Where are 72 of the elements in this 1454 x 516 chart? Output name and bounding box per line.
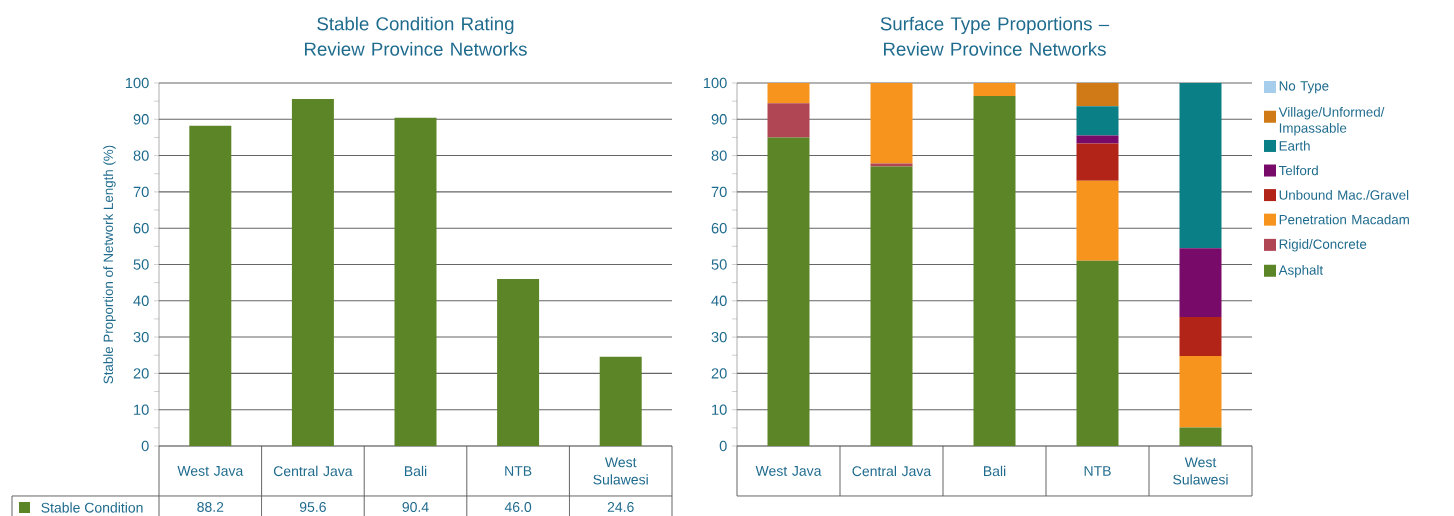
legend-label: Penetration Macadam bbox=[1279, 214, 1409, 225]
x-tick-label: Bali bbox=[404, 465, 427, 477]
x-tick-label: West Sulawesi bbox=[593, 457, 648, 485]
data-label: 88.2 bbox=[197, 502, 224, 512]
legend-label: Earth bbox=[1279, 140, 1310, 151]
bar bbox=[973, 96, 1016, 446]
data-label: 24.6 bbox=[607, 502, 634, 512]
y-tick-label: 20 bbox=[711, 368, 727, 379]
bar bbox=[394, 117, 437, 446]
bar bbox=[1076, 106, 1119, 136]
legend-label: Telford bbox=[1278, 165, 1318, 176]
data-label: 90.4 bbox=[402, 502, 429, 512]
bar bbox=[767, 103, 810, 138]
x-tick-label: West Java bbox=[177, 466, 244, 476]
legend-label: Stable Condition bbox=[41, 502, 143, 513]
bar bbox=[870, 166, 913, 446]
x-tick-label: Central Java bbox=[273, 465, 353, 477]
y-tick-label: 0 bbox=[141, 440, 149, 452]
bar bbox=[599, 356, 642, 446]
bar bbox=[189, 125, 232, 446]
legend-label: Rigid/Concrete bbox=[1279, 239, 1367, 252]
y-tick-label: 80 bbox=[133, 150, 149, 161]
y-tick-label: 10 bbox=[712, 404, 727, 415]
bar bbox=[291, 98, 334, 446]
bar bbox=[1076, 135, 1119, 144]
x-tick-label: West Sulawesi bbox=[1173, 457, 1228, 485]
y-tick-label: 70 bbox=[711, 186, 727, 198]
bar bbox=[1076, 143, 1119, 181]
x-tick-label: NTB bbox=[505, 466, 532, 476]
y-tick-label: 30 bbox=[711, 331, 727, 343]
bar bbox=[973, 82, 1016, 97]
x-tick-label: Central Java bbox=[852, 465, 932, 477]
bar bbox=[1179, 82, 1222, 249]
bar bbox=[870, 82, 913, 164]
x-tick-label: Bali bbox=[983, 465, 1006, 477]
y-tick-label: 100 bbox=[125, 77, 149, 89]
legend-label: Village/Unformed/ Impassable bbox=[1278, 106, 1385, 136]
x-tick-label: NTB bbox=[1084, 466, 1111, 476]
legend-label: Unbound Mac./Gravel bbox=[1279, 189, 1409, 200]
data-label: 95.6 bbox=[299, 502, 326, 512]
y-tick-label: 70 bbox=[133, 186, 149, 198]
y-tick-label: 20 bbox=[133, 368, 149, 379]
y-tick-label: 100 bbox=[703, 77, 727, 89]
bar bbox=[1076, 180, 1119, 261]
legend-label: No Type bbox=[1279, 81, 1329, 94]
y-tick-label: 50 bbox=[133, 259, 149, 270]
y-tick-label: 40 bbox=[133, 295, 149, 306]
y-tick-label: 0 bbox=[719, 440, 727, 452]
y-tick-label: 60 bbox=[133, 223, 149, 234]
bar bbox=[1076, 260, 1119, 446]
y-tick-label: 90 bbox=[711, 114, 727, 125]
y-tick-label: 10 bbox=[134, 404, 149, 415]
bar bbox=[497, 279, 540, 446]
legend-label: Asphalt bbox=[1278, 264, 1324, 278]
chart-title: Surface Type Proportions – Review Province Networks bbox=[880, 16, 1110, 56]
y-axis-title: Stable Proportion of Network Length (%) bbox=[103, 145, 116, 384]
bar bbox=[1179, 355, 1222, 428]
bar bbox=[1076, 82, 1119, 107]
x-tick-label: West Java bbox=[755, 466, 822, 476]
data-label: 46.0 bbox=[504, 502, 532, 512]
bar bbox=[1179, 427, 1222, 446]
y-tick-label: 60 bbox=[711, 223, 727, 234]
y-tick-label: 80 bbox=[711, 150, 727, 161]
y-tick-label: 40 bbox=[711, 295, 727, 306]
y-tick-label: 90 bbox=[133, 114, 149, 125]
chart-title: Stable Condition Rating Review Province Networks bbox=[305, 16, 527, 56]
bar bbox=[1179, 317, 1222, 356]
y-tick-label: 30 bbox=[133, 331, 149, 343]
bar bbox=[767, 137, 810, 446]
y-tick-label: 50 bbox=[711, 259, 727, 270]
bar bbox=[767, 82, 810, 104]
bar bbox=[1179, 248, 1222, 318]
